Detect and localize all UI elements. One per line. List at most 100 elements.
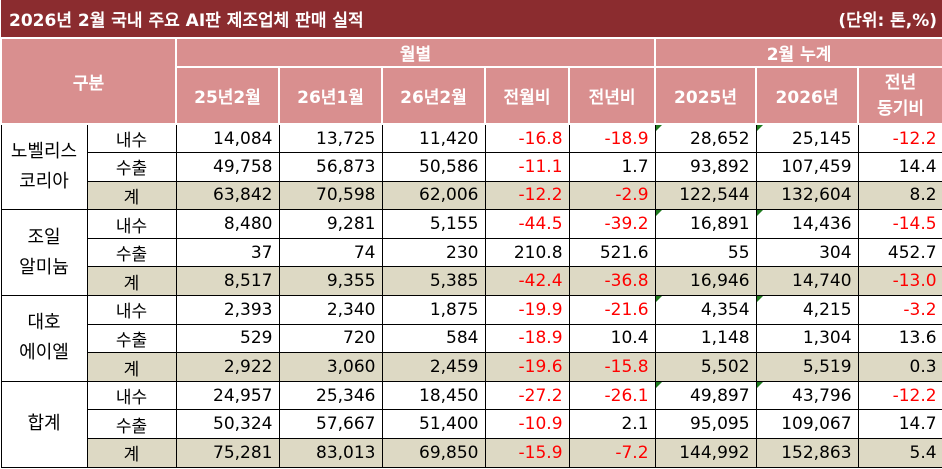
unit-label: (단위: 톤,%) bbox=[569, 0, 942, 39]
table-cell: -7.2 bbox=[568, 438, 656, 468]
table-cell: -16.8 bbox=[484, 123, 570, 154]
header-col: 25년2월 bbox=[175, 66, 280, 125]
table-cell: 50,586 bbox=[381, 152, 486, 182]
table-cell: 1,875 bbox=[381, 295, 486, 325]
table-cell: 9,281 bbox=[278, 209, 383, 239]
group-name: 대호 에이엘 bbox=[0, 295, 88, 382]
table-cell: -19.9 bbox=[484, 295, 570, 325]
header-col: 26년2월 bbox=[381, 66, 486, 125]
table-cell: -18.9 bbox=[568, 123, 656, 154]
table-cell: 37 bbox=[175, 237, 280, 268]
table-cell: 1,304 bbox=[755, 323, 859, 354]
table-cell: 521.6 bbox=[568, 237, 656, 268]
table-cell: 14,436 bbox=[755, 209, 859, 239]
table-cell: 57,667 bbox=[278, 409, 383, 440]
table-cell: 43,796 bbox=[755, 380, 859, 411]
table-cell: 5,155 bbox=[381, 209, 486, 239]
table-cell: -19.6 bbox=[484, 352, 570, 382]
group-name: 합계 bbox=[0, 380, 88, 468]
table-cell: -42.4 bbox=[484, 266, 570, 297]
table-row: 합계 내수 24,957 25,346 18,450 -27.2 -26.1 49,897 43… bbox=[0, 380, 942, 468]
table-cell: 62,006 bbox=[381, 180, 486, 211]
row-kind: 수출 bbox=[86, 409, 177, 440]
table-cell: 16,946 bbox=[654, 266, 757, 297]
table-row: 수출 37 74 230 210.8 521.6 55 304 452.7 bbox=[1, 237, 942, 268]
table-cell: 74 bbox=[278, 237, 383, 268]
table-cell: 56,873 bbox=[278, 152, 383, 182]
row-kind: 수출 bbox=[86, 323, 177, 354]
table-cell: -11.1 bbox=[484, 152, 570, 182]
header-col: 2026년 bbox=[755, 66, 860, 125]
table-cell: 304 bbox=[755, 237, 859, 268]
table-cell: 1.7 bbox=[568, 152, 656, 182]
table-cell: 11,420 bbox=[381, 123, 486, 154]
group-name-line1: 조일 bbox=[27, 226, 61, 248]
table-row: 노벨리스 코리아 내수 14,084 13,725 11,420 -16.8 -18.9 28,… bbox=[0, 123, 942, 211]
table-row: 계 8,517 9,355 5,385 -42.4 -36.8 16,946 14,740 -1… bbox=[1, 266, 942, 297]
table-cell: -36.8 bbox=[568, 266, 656, 297]
table-cell: -26.1 bbox=[568, 380, 656, 411]
row-kind: 내수 bbox=[86, 380, 177, 411]
table-cell: -10.9 bbox=[484, 409, 570, 440]
table-cell: 69,850 bbox=[381, 438, 486, 468]
table-cell: 5,385 bbox=[381, 266, 486, 297]
row-kind: 내수 bbox=[86, 295, 177, 325]
table-row: 조일 알미늄 내수 8,480 9,281 5,155 -44.5 -39.2 16,891 14… bbox=[0, 209, 942, 297]
table-cell: 13,725 bbox=[278, 123, 383, 154]
table-cell: 230 bbox=[381, 237, 486, 268]
table-cell: 2.1 bbox=[568, 409, 656, 440]
table-cell: 70,598 bbox=[278, 180, 383, 211]
table-cell: 210.8 bbox=[484, 237, 570, 268]
row-kind: 계 bbox=[86, 266, 177, 297]
row-kind: 수출 bbox=[86, 237, 177, 268]
table-cell: 107,459 bbox=[755, 152, 859, 182]
header-row-2: 25년2월 26년1월 26년2월 전월비 전년비 2025년 2026년 전년… bbox=[1, 66, 942, 125]
table-cell: -2.9 bbox=[568, 180, 656, 211]
table-cell: 50,324 bbox=[175, 409, 280, 440]
table-cell: -14.5 bbox=[857, 209, 942, 239]
table-cell: 14.4 bbox=[857, 152, 942, 182]
header-monthly: 월별 bbox=[174, 37, 657, 68]
table-cell: 5.4 bbox=[857, 438, 942, 468]
table-cell: -12.2 bbox=[857, 380, 942, 411]
group-name-line1: 노벨리스 bbox=[10, 141, 78, 163]
table-cell: 25,145 bbox=[755, 123, 859, 154]
header-category: 구분 bbox=[0, 37, 177, 125]
table-row: 대호 에이엘 내수 2,393 2,340 1,875 -19.9 -21.6 4,354 4,2… bbox=[0, 295, 942, 382]
row-kind: 계 bbox=[86, 438, 177, 468]
table-cell: -3.2 bbox=[857, 295, 942, 325]
table-cell: -39.2 bbox=[568, 209, 656, 239]
row-kind: 내수 bbox=[86, 209, 177, 239]
table-row: 계 63,842 70,598 62,006 -12.2 -2.9 122,544 132,6… bbox=[1, 180, 942, 211]
table-cell: -27.2 bbox=[484, 380, 570, 411]
table-cell: -13.0 bbox=[857, 266, 942, 297]
table-cell: 95,095 bbox=[654, 409, 757, 440]
table-cell: -12.2 bbox=[484, 180, 570, 211]
table-cell: 109,067 bbox=[755, 409, 859, 440]
table-cell: 720 bbox=[278, 323, 383, 354]
table-title: 2026년 2월 국내 주요 AI판 제조업체 판매 실적 bbox=[1, 0, 570, 39]
table-cell: -15.8 bbox=[568, 352, 656, 382]
table-cell: 2,340 bbox=[278, 295, 383, 325]
table-cell: 584 bbox=[381, 323, 486, 354]
table-cell: 24,957 bbox=[175, 380, 280, 411]
table-cell: 28,652 bbox=[654, 123, 757, 154]
table-cell: -12.2 bbox=[857, 123, 942, 154]
header-row-1: 구분 월별 2월 누계 bbox=[0, 37, 942, 125]
table-cell: 75,281 bbox=[175, 438, 280, 468]
table-cell: 8.2 bbox=[857, 180, 942, 211]
group-name-line2: 알미늄 bbox=[19, 256, 69, 278]
row-kind: 계 bbox=[86, 352, 177, 382]
header-col: 2025년 bbox=[654, 66, 758, 125]
table-cell: 2,459 bbox=[381, 352, 486, 382]
group-name-line2: 에이엘 bbox=[19, 342, 69, 364]
table-cell: 18,450 bbox=[381, 380, 486, 411]
table-cell: 529 bbox=[175, 323, 280, 354]
table-cell: 4,215 bbox=[755, 295, 859, 325]
table-cell: 14.7 bbox=[857, 409, 942, 440]
table-cell: 93,892 bbox=[654, 152, 757, 182]
table-cell: -44.5 bbox=[484, 209, 570, 239]
table-cell: -21.6 bbox=[568, 295, 656, 325]
